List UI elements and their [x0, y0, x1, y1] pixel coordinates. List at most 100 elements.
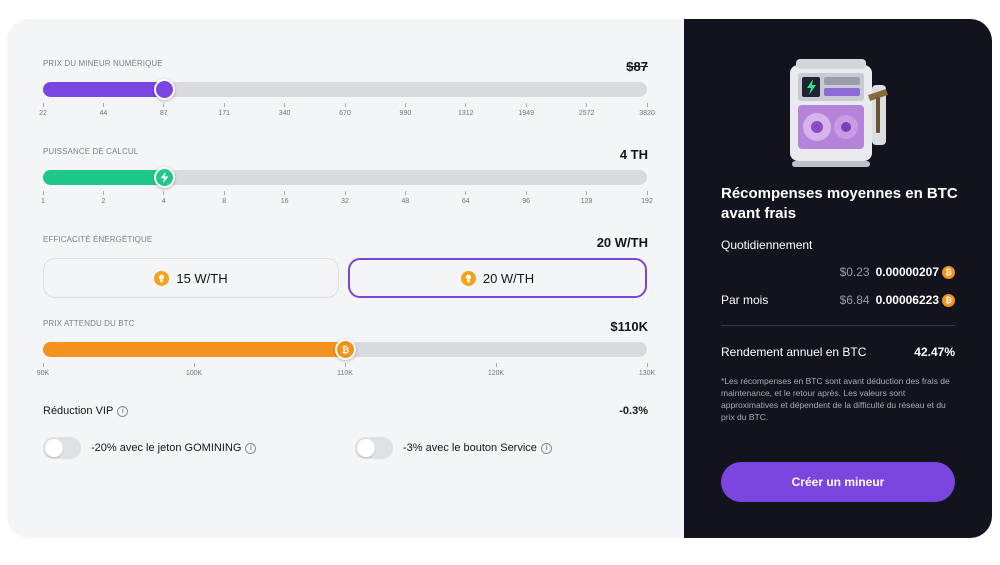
slider-tick-label: 1312 [458, 110, 474, 117]
slider-tick-label: 16 [280, 198, 289, 205]
slider-tick-mark [465, 103, 467, 107]
slider-tick-label: 990 [399, 110, 412, 117]
price-slider-fill [43, 82, 172, 97]
apy-value: 42.47% [914, 345, 955, 359]
toggle-knob [45, 439, 63, 457]
slider-tick-mark [404, 191, 406, 195]
gomining-toggle-label: -20% avec le jeton GOMINING [91, 442, 242, 454]
slider-tick-mark [223, 191, 225, 195]
vip-title: Réduction VIP i [43, 405, 129, 417]
gomining-toggle[interactable] [43, 437, 81, 459]
btc-price-slider-thumb[interactable]: ₿ [335, 339, 356, 360]
lightbulb-icon [460, 270, 476, 286]
slider-tick-label: 64 [461, 198, 470, 205]
btc-price-slider-fill [43, 342, 353, 357]
slider-tick: 8 [204, 191, 244, 205]
monthly-label: Par mois [721, 293, 769, 307]
create-miner-button[interactable]: Créer un mineur [721, 462, 955, 502]
service-toggle[interactable] [355, 437, 393, 459]
slider-tick-label: 90K [36, 370, 50, 377]
slider-tick: 340 [265, 103, 305, 117]
slider-tick: 1 [23, 191, 63, 205]
toggle-knob [357, 439, 375, 457]
power-slider-thumb[interactable] [153, 167, 175, 188]
price-slider-track[interactable] [43, 79, 647, 100]
monthly-rewards: $6.84 0.00006223 ₿ [840, 293, 955, 307]
divider [721, 325, 955, 326]
slider-tick: 96 [506, 191, 546, 205]
btc-price-slider-track[interactable]: ₿ [43, 339, 647, 360]
rewards-panel: Récompenses moyennes en BTC avant frais … [684, 19, 992, 538]
slider-tick: 32 [325, 191, 365, 205]
slider-tick-label: 100K [185, 370, 203, 377]
efficiency-option-15[interactable]: 15 W/TH [43, 258, 339, 298]
slider-tick-label: 670 [339, 110, 351, 117]
slider-tick-mark [344, 103, 346, 107]
slider-tick-label: 171 [218, 110, 231, 117]
daily-rewards: $0.23 0.00000207 ₿ [840, 265, 955, 279]
efficiency-option-20[interactable]: 20 W/TH [348, 258, 647, 298]
slider-tick-label: 110K [337, 370, 353, 377]
price-slider-ticks: 22 44 87 171 340 670 990 1312 1949 2572 3820 [39, 103, 655, 123]
slider-tick-mark [42, 103, 44, 107]
monthly-usd: $6.84 [839, 293, 870, 307]
price-value: $87 [626, 59, 648, 74]
slider-tick-label: 4 [161, 198, 166, 205]
vip-title-text: Réduction VIP [43, 405, 114, 417]
slider-tick-mark [42, 363, 44, 367]
slider-tick: 2 [83, 191, 123, 205]
slider-tick-label: 3820 [639, 110, 655, 117]
price-slider-thumb[interactable] [153, 79, 175, 100]
efficiency-option-label: 20 W/TH [482, 270, 535, 286]
bitcoin-icon: ₿ [942, 265, 955, 279]
efficiency-label: EFFICACITÉ ÉNERGÉTIQUE [43, 235, 153, 244]
slider-tick: 1949 [506, 103, 546, 117]
slider-tick: 64 [446, 191, 486, 205]
slider-tick-mark [163, 103, 165, 107]
power-label: PUISSANCE DE CALCUL [43, 147, 139, 156]
slider-tick-mark [344, 191, 346, 195]
slider-tick: 128 [567, 191, 607, 205]
power-slider-track[interactable] [43, 167, 647, 188]
slider-tick-mark [193, 363, 195, 367]
gomining-toggle-row: -20% avec le jeton GOMINING i [43, 437, 257, 459]
slider-tick-mark [163, 191, 165, 195]
info-icon[interactable]: i [117, 405, 129, 417]
miner-device-illustration [790, 59, 888, 167]
slider-tick-label: 44 [99, 110, 108, 117]
power-slider-ticks: 1 2 4 8 16 32 48 64 96 128 192 [41, 191, 653, 211]
lightning-icon [160, 172, 169, 183]
price-label: PRIX DU MINEUR NUMÉRIQUE [43, 59, 163, 68]
slider-tick: 87 [144, 103, 184, 117]
slider-tick-mark [586, 103, 588, 107]
slider-tick: 1312 [446, 103, 486, 117]
service-toggle-label: -3% avec le bouton Service [403, 442, 537, 454]
slider-tick-mark [646, 103, 648, 107]
rewards-title: Récompenses moyennes en BTC avant frais [721, 185, 958, 222]
slider-tick-mark [223, 103, 225, 107]
slider-tick-mark [525, 191, 527, 195]
slider-tick: 3820 [627, 103, 667, 117]
slider-tick-label: 8 [222, 198, 227, 205]
slider-tick-label: 87 [159, 110, 168, 117]
slider-tick-mark [404, 103, 406, 107]
service-toggle-row: -3% avec le bouton Service i [355, 437, 552, 459]
slider-tick: 22 [23, 103, 63, 117]
slider-tick-mark [525, 103, 527, 107]
slider-tick-mark [586, 191, 588, 195]
daily-usd: $0.23 [839, 265, 870, 279]
info-icon[interactable]: i [540, 442, 552, 454]
slider-tick-label: 120K [487, 370, 505, 377]
btc-price-slider-ticks: 90K 100K 110K 120K 130K [37, 363, 655, 383]
slider-tick-label: 2572 [578, 110, 595, 117]
info-icon[interactable]: i [245, 442, 257, 454]
slider-tick: 192 [627, 191, 667, 205]
calculator-card: PRIX DU MINEUR NUMÉRIQUE $87 22 44 87 171 34… [7, 19, 992, 538]
bitcoin-icon: ₿ [942, 293, 955, 307]
slider-tick: 44 [83, 103, 123, 117]
vip-value: -0.3% [619, 405, 648, 417]
slider-tick: 16 [265, 191, 305, 205]
slider-tick-label: 340 [278, 110, 291, 117]
power-slider-fill [43, 170, 172, 185]
slider-tick: 670 [325, 103, 365, 117]
